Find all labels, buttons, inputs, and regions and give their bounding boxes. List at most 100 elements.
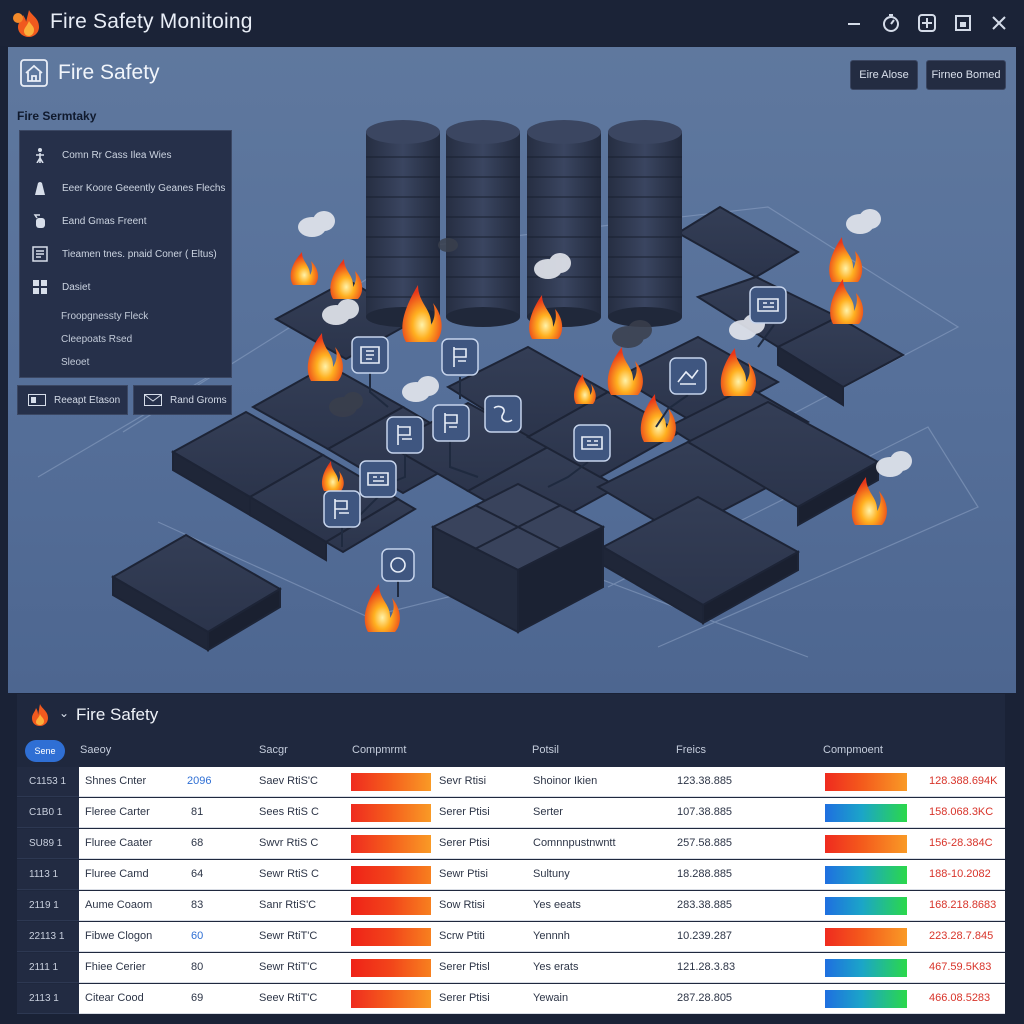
temperature-bar (351, 990, 431, 1008)
sensor-label: Saev RtiS'C (259, 775, 318, 787)
row-body: Aume Coaom 83 Sanr RtiS'C Sow Rtisi Yes eeat… (79, 891, 1005, 921)
sidebar-item-panel[interactable]: Tieamen tnes. pnaid Coner ( Eltus) (20, 242, 231, 266)
person-icon (36, 148, 44, 163)
sensor-label: Swvr RtiS C (259, 837, 319, 849)
table-row[interactable]: 22113 1 Fibwe Clogon 60 Sewr RtiT'C Scrw Pti… (17, 922, 1005, 953)
zone-count: 60 (191, 930, 204, 942)
row-id: 22113 1 (17, 922, 79, 952)
home-icon[interactable] (20, 59, 48, 87)
fire-icon (720, 348, 756, 396)
temperature-bar (351, 866, 431, 884)
component-type: Yennnh (533, 930, 570, 942)
sensor-tag (432, 404, 470, 442)
metric-value: 287.28.805 (677, 992, 733, 1004)
column-header[interactable]: Compmoent (823, 744, 883, 756)
component-type: Yes eeats (533, 899, 581, 911)
temperature-bar (351, 928, 431, 946)
component-type: Shoinor Ikien (533, 775, 598, 787)
maximize-icon[interactable] (952, 12, 974, 34)
component-type: Yewain (533, 992, 569, 1004)
column-header[interactable]: Potsil (532, 744, 559, 756)
table-row[interactable]: SU89 1 Fluree Caater 68 Swvr RtiS C Serer Pt… (17, 829, 1005, 860)
table-row[interactable]: C1153 1 Shnes Cnter 2096 Saev RtiS'C Sevr Rt… (17, 767, 1005, 798)
fire-board-button[interactable]: Firneo Bomed (926, 60, 1006, 90)
fire-icon (829, 237, 863, 282)
row-id: 2113 1 (17, 984, 79, 1014)
sidebar-item-person[interactable]: Comn Rr Cass Ilea Wies (20, 143, 231, 167)
sidebar-item-alarm[interactable]: Eeer Koore Geeently Geanes Flechs (20, 176, 231, 200)
column-header[interactable]: Sacgr (259, 744, 288, 756)
metric-value: 283.38.885 (677, 899, 733, 911)
mail-icon (144, 394, 162, 406)
sidebar-subitem[interactable]: Froopgnessty Fleck (61, 311, 149, 322)
sidebar-title: Fire Sermtaky (17, 109, 97, 123)
table-title: Fire Safety (76, 705, 159, 724)
zone-name: Fluree Camd (85, 868, 149, 880)
table-row[interactable]: 2119 1 Aume Coaom 83 Sanr RtiS'C Sow Rtisi Ye… (17, 891, 1005, 922)
temperature-bar (351, 959, 431, 977)
fire-icon (402, 285, 442, 342)
temperature-bar (351, 835, 431, 853)
table-row[interactable]: 1113 1 Fluree Camd 64 Sewr RtiS C Sewr Ptisi… (17, 860, 1005, 891)
fire-icon (364, 584, 400, 632)
zone-name: Aume Coaom (85, 899, 153, 911)
sidebar-subitem[interactable]: Cleepoats Rsed (61, 334, 133, 345)
row-id: SU89 1 (17, 829, 79, 859)
sidebar-subitem[interactable]: Sleoet (61, 357, 90, 368)
fire-logo-icon (13, 10, 39, 37)
column-header[interactable]: Freics (676, 744, 706, 756)
report-button-label: Reeapt Etason (54, 394, 121, 406)
facility-map[interactable] (8, 47, 1016, 693)
send-groups-label: Rand Groms (170, 394, 227, 406)
chevron-down-icon[interactable]: ⌄ (59, 706, 70, 720)
send-groups-button[interactable]: Rand Groms (133, 385, 232, 415)
component-bar (825, 773, 907, 791)
sensor-tag (323, 490, 361, 528)
filter-pill[interactable]: Sene (25, 740, 65, 762)
sidebar-item-dataset[interactable]: Dasiet (20, 275, 231, 299)
panel-icon (32, 246, 48, 262)
row-body: Fleree Carter 81 Sees RtiS C Serer Ptisi Ser… (79, 798, 1005, 828)
zone-name: Fleree Carter (85, 806, 150, 818)
sensor-label: Sewr RtiT'C (259, 930, 318, 942)
component-type: Yes erats (533, 961, 579, 973)
column-header[interactable]: Saeoy (80, 744, 112, 756)
fire-icon (529, 295, 563, 339)
data-table-panel: ⌄ Fire Safety Sene Saeoy Sacgr Compmrmt … (17, 694, 1005, 1014)
fire-alarm-button[interactable]: Eire Alose (850, 60, 918, 90)
row-id: C1153 1 (17, 767, 79, 797)
sidebar-item-extinguisher[interactable]: Eand Gmas Freent (20, 209, 231, 233)
component-bar (825, 928, 907, 946)
fire-icon (290, 252, 319, 285)
reading-value: 223.28.7.845 (929, 930, 994, 942)
component-bar (825, 804, 907, 822)
table-row[interactable]: 2111 1 Fhiee Cerier 80 Sewr RtiT'C Serer Pti… (17, 953, 1005, 984)
metric-value: 18.288.885 (677, 868, 733, 880)
reading-value: 158.068.3KC (929, 806, 994, 818)
minimize-icon[interactable] (843, 12, 865, 34)
column-header[interactable]: Compmrmt (352, 744, 407, 756)
metric-value: 10.239.287 (677, 930, 733, 942)
zone-name: Citear Cood (85, 992, 144, 1004)
fire-icon (851, 477, 887, 525)
sensor-tag (386, 416, 424, 454)
grid-icon[interactable] (916, 12, 938, 34)
fire-markers[interactable] (290, 237, 887, 632)
window-title: Fire Safety Monitoing (50, 10, 253, 33)
sidebar-item-label: Eeer Koore Geeently Geanes Flechs (62, 182, 226, 194)
alarm-icon (35, 182, 45, 195)
sidebar-item-label: Dasiet (62, 281, 91, 293)
zone-name: Shnes Cnter (85, 775, 147, 787)
table-row[interactable]: 2113 1 Citear Cood 69 Seev RtiT'C Serer Ptis… (17, 984, 1005, 1015)
metric-value: 107.38.885 (677, 806, 733, 818)
sensor-tags[interactable] (323, 286, 787, 582)
report-button[interactable]: Reeapt Etason (17, 385, 128, 415)
fire-icon (607, 347, 643, 395)
timer-icon[interactable] (880, 12, 902, 34)
zone-name: Fhiee Cerier (85, 961, 146, 973)
sensor-tag (441, 338, 479, 376)
extinguisher-icon (33, 214, 45, 228)
close-icon[interactable] (988, 12, 1010, 34)
table-row[interactable]: C1B0 1 Fleree Carter 81 Sees RtiS C Serer Pt… (17, 798, 1005, 829)
central-building (430, 482, 606, 634)
